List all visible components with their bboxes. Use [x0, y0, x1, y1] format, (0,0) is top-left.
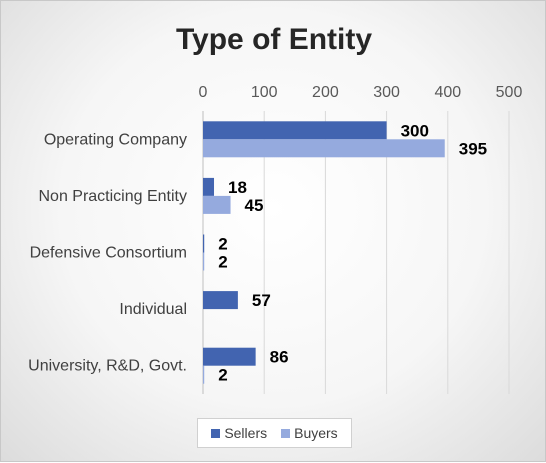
- legend-swatch-sellers: [211, 428, 221, 438]
- data-label-sellers: 2: [218, 235, 227, 254]
- data-label-buyers: 395: [459, 139, 487, 158]
- x-tick-label-300: 300: [373, 84, 400, 101]
- x-tick-label-200: 200: [312, 84, 339, 101]
- legend-label-sellers: Sellers: [224, 425, 268, 441]
- x-tick-label-0: 0: [199, 84, 208, 101]
- data-label-sellers: 86: [270, 348, 289, 367]
- data-label-sellers: 18: [228, 178, 247, 197]
- category-label: Operating Company: [44, 131, 187, 148]
- legend-item-sellers: Sellers: [211, 425, 267, 441]
- data-label-sellers: 57: [252, 291, 271, 310]
- x-tick-label-500: 500: [496, 84, 523, 101]
- legend-swatch-buyers: [281, 428, 291, 438]
- data-label-sellers: 300: [401, 121, 429, 140]
- data-label-buyers: 2: [218, 253, 227, 272]
- bar-sellers: [203, 177, 215, 196]
- category-label: Individual: [119, 301, 187, 318]
- bar-sellers: [203, 121, 387, 140]
- x-tick-label-100: 100: [251, 84, 278, 101]
- bar-buyers: [203, 195, 231, 214]
- bar-buyers: [203, 139, 445, 158]
- legend: Sellers Buyers: [197, 418, 352, 448]
- bar-buyers: [203, 365, 205, 384]
- data-label-buyers: 45: [245, 196, 264, 215]
- legend-item-buyers: Buyers: [281, 425, 338, 441]
- bar-sellers: [203, 347, 256, 366]
- bar-sellers: [203, 291, 238, 310]
- x-tick-label-400: 400: [434, 84, 461, 101]
- bar-buyers: [203, 252, 205, 271]
- category-label: Non Practicing Entity: [38, 188, 187, 205]
- data-label-buyers: 2: [218, 366, 227, 385]
- category-label: Defensive Consortium: [30, 245, 187, 262]
- chart-title: Type of Entity: [175, 23, 373, 56]
- bar-sellers: [203, 234, 205, 253]
- category-label: University, R&D, Govt.: [28, 358, 187, 375]
- legend-label-buyers: Buyers: [294, 425, 338, 441]
